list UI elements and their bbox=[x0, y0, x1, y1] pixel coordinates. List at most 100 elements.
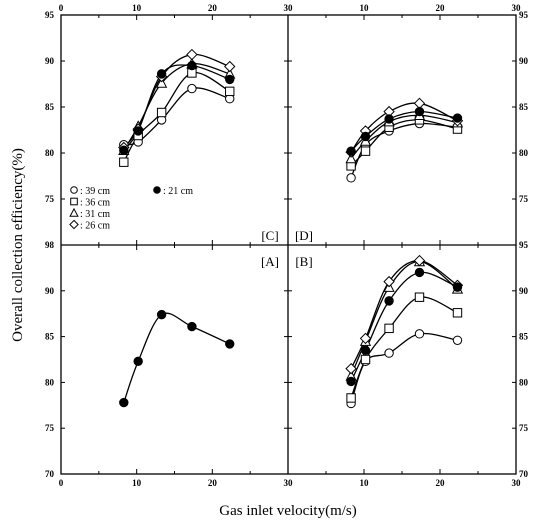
marker-circle-filled bbox=[414, 106, 425, 117]
marker-square-open bbox=[119, 157, 129, 167]
marker-square-open bbox=[346, 393, 356, 403]
marker-circle-filled bbox=[360, 345, 371, 356]
marker-circle-filled bbox=[452, 282, 463, 292]
y-tick-label: 90 bbox=[519, 56, 529, 66]
marker-square-open bbox=[360, 354, 371, 365]
marker-square-open bbox=[156, 107, 167, 118]
y-tick-label: 85 bbox=[45, 332, 55, 342]
marker-square-open bbox=[360, 146, 371, 156]
y-tick-label: 90 bbox=[45, 286, 55, 296]
marker-circle-filled bbox=[187, 321, 197, 332]
y-tick-label: 85 bbox=[519, 332, 529, 342]
marker-square-open bbox=[414, 292, 425, 302]
marker-triangle-open bbox=[69, 207, 79, 217]
marker-circle-filled bbox=[119, 397, 129, 408]
x-tick-label: 10 bbox=[360, 478, 370, 488]
marker-diamond-open bbox=[383, 275, 395, 288]
legend-label: : 21 cm bbox=[163, 186, 193, 197]
x-tick-label: 30 bbox=[284, 3, 294, 13]
panel-label: [A] bbox=[261, 254, 279, 269]
marker-circle-filled bbox=[156, 309, 167, 320]
marker-circle-filled bbox=[187, 60, 197, 71]
y-tick-label: 75 bbox=[45, 423, 55, 433]
marker-triangle-open bbox=[345, 152, 357, 164]
marker-diamond-open bbox=[69, 219, 79, 230]
panel-label: [B] bbox=[295, 254, 312, 269]
data-markers bbox=[118, 48, 464, 409]
y-tick-label: 80 bbox=[519, 377, 529, 387]
y-tick-label: 85 bbox=[45, 102, 55, 112]
marker-circle-open bbox=[70, 186, 78, 194]
y-tick-label: 85 bbox=[519, 102, 529, 112]
marker-square-open bbox=[452, 308, 463, 318]
legend-label: : 26 cm bbox=[80, 221, 110, 232]
marker-square-open bbox=[384, 323, 394, 334]
marker-circle-filled bbox=[384, 296, 394, 306]
marker-circle-open bbox=[384, 348, 394, 358]
y-tick-label: 95 bbox=[45, 10, 55, 20]
marker-diamond-open bbox=[413, 97, 426, 110]
marker-circle-filled bbox=[452, 113, 463, 123]
x-tick-label: 10 bbox=[360, 3, 370, 13]
marker-triangle-open bbox=[156, 76, 168, 88]
y-tick-label: 80 bbox=[519, 148, 529, 158]
x-axis-title: Gas inlet velocity(m/s) bbox=[219, 503, 356, 519]
legend-label: : 39 cm bbox=[80, 186, 110, 197]
marker-diamond-open bbox=[224, 60, 236, 73]
marker-circle-filled bbox=[346, 376, 356, 387]
marker-diamond-open bbox=[345, 362, 357, 375]
marker-circle-open bbox=[452, 335, 463, 345]
panel-label: [D] bbox=[295, 228, 313, 243]
y-tick-label: 95 bbox=[519, 10, 529, 20]
y-tick-label: 90 bbox=[519, 286, 529, 296]
x-tick-label: 20 bbox=[436, 3, 446, 13]
marker-circle-open bbox=[414, 329, 425, 339]
marker-circle-filled bbox=[346, 146, 356, 156]
marker-square-open bbox=[225, 86, 235, 97]
x-tick-label: 30 bbox=[512, 3, 522, 13]
x-tick-label: 20 bbox=[436, 478, 446, 488]
x-tick-label: 20 bbox=[208, 478, 218, 488]
marker-circle-filled bbox=[414, 267, 425, 278]
marker-diamond-open bbox=[186, 48, 198, 61]
y-tick-label: 75 bbox=[519, 194, 529, 204]
marker-circle-filled bbox=[225, 74, 235, 85]
legend-label: : 36 cm bbox=[80, 198, 110, 209]
x-tick-label: 20 bbox=[208, 3, 218, 13]
tick-marks bbox=[60, 14, 517, 475]
marker-circle-filled bbox=[133, 126, 143, 136]
marker-circle-filled bbox=[133, 356, 143, 367]
y-tick-label: 98 bbox=[45, 240, 55, 250]
panel-label: [C] bbox=[261, 228, 278, 243]
x-tick-label: 30 bbox=[284, 478, 294, 488]
marker-circle-open bbox=[346, 173, 356, 183]
fit-curve bbox=[123, 71, 231, 163]
marker-circle-filled bbox=[153, 186, 161, 194]
marker-circle-open bbox=[187, 83, 197, 94]
legend-label: : 31 cm bbox=[80, 209, 110, 220]
tick-labels: 0 10 20 30 10 20 300 10 20 30 10 20 3070758085907598… bbox=[45, 3, 529, 488]
y-axis-title: Overall collection efficiency(%) bbox=[10, 148, 26, 342]
y-tick-label: 90 bbox=[45, 56, 55, 66]
y-tick-label: 75 bbox=[45, 194, 55, 204]
panel-labels: [A] [B] [C] [D] bbox=[261, 228, 313, 269]
marker-circle-filled bbox=[119, 145, 129, 155]
marker-circle-filled bbox=[360, 131, 371, 142]
marker-circle-filled bbox=[225, 339, 235, 349]
x-tick-label: 30 bbox=[512, 478, 522, 488]
marker-circle-filled bbox=[384, 114, 394, 124]
legend: : 39 cm: 36 cm: 31 cm: 26 cm : 21 cm bbox=[69, 186, 193, 232]
marker-diamond-open bbox=[413, 254, 426, 267]
marker-square-open bbox=[70, 197, 78, 206]
y-tick-label: 75 bbox=[519, 423, 529, 433]
y-tick-label: 70 bbox=[519, 469, 529, 479]
x-tick-label: 0 bbox=[59, 478, 64, 488]
y-tick-label: 70 bbox=[45, 469, 55, 479]
x-tick-label: 10 bbox=[132, 3, 142, 13]
y-tick-label: 80 bbox=[45, 148, 55, 158]
y-tick-label: 95 bbox=[519, 240, 529, 250]
marker-diamond-open bbox=[359, 332, 372, 345]
marker-circle-filled bbox=[156, 69, 167, 79]
x-tick-label: 0 bbox=[59, 3, 64, 13]
